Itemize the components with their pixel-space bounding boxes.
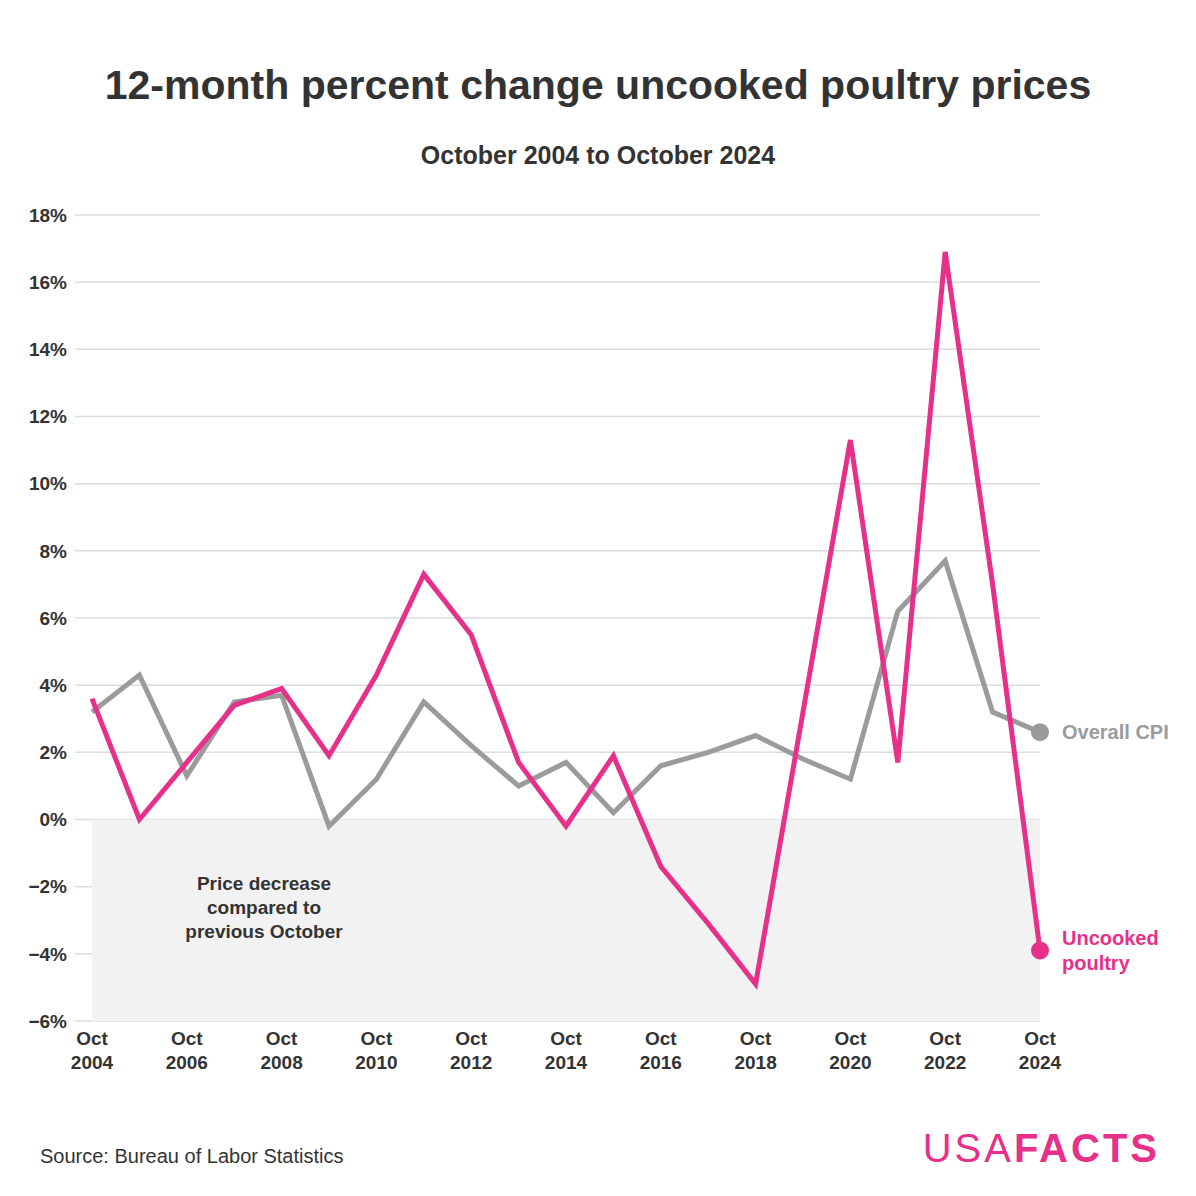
svg-text:8%: 8% — [40, 541, 68, 562]
svg-text:Oct2024: Oct2024 — [1019, 1028, 1062, 1073]
svg-text:Oct2020: Oct2020 — [829, 1028, 871, 1073]
svg-text:Overall CPI: Overall CPI — [1062, 721, 1169, 743]
html-text:October 2004 to October 2024: October 2004 to October 2024 — [420, 141, 776, 169]
svg-text:Oct2008: Oct2008 — [260, 1028, 302, 1073]
svg-text:10%: 10% — [29, 473, 67, 494]
svg-text:14%: 14% — [29, 339, 67, 360]
svg-text:Uncookedpoultry: Uncookedpoultry — [1062, 927, 1159, 974]
svg-text:Oct2014: Oct2014 — [545, 1028, 588, 1073]
svg-text:Oct2006: Oct2006 — [166, 1028, 208, 1073]
svg-text:18%: 18% — [29, 205, 67, 226]
html-text:USA FACTS: USA FACTS — [922, 1126, 1160, 1170]
svg-text:−4%: −4% — [28, 944, 67, 965]
svg-text:Oct2012: Oct2012 — [450, 1028, 492, 1073]
html-text:12-month percent change uncook: 12-month percent change uncooked poultry… — [104, 62, 1092, 108]
svg-text:Oct2010: Oct2010 — [355, 1028, 397, 1073]
svg-text:−2%: −2% — [28, 876, 67, 897]
html-text:Source: Bureau of Labor Statis: Source: Bureau of Labor Statistics — [40, 1145, 344, 1167]
svg-text:0%: 0% — [40, 809, 68, 830]
svg-text:Oct2018: Oct2018 — [734, 1028, 776, 1073]
svg-text:6%: 6% — [40, 608, 68, 629]
svg-text:Oct2004: Oct2004 — [71, 1028, 114, 1073]
svg-text:Oct2022: Oct2022 — [924, 1028, 966, 1073]
svg-text:4%: 4% — [40, 675, 68, 696]
svg-text:Oct2016: Oct2016 — [640, 1028, 682, 1073]
svg-text:12%: 12% — [29, 406, 67, 427]
svg-text:2%: 2% — [40, 742, 68, 763]
svg-text:Price decreasecompared toprevi: Price decreasecompared toprevious Octobe… — [185, 873, 343, 942]
svg-text:16%: 16% — [29, 272, 67, 293]
svg-text:−6%: −6% — [28, 1011, 67, 1032]
